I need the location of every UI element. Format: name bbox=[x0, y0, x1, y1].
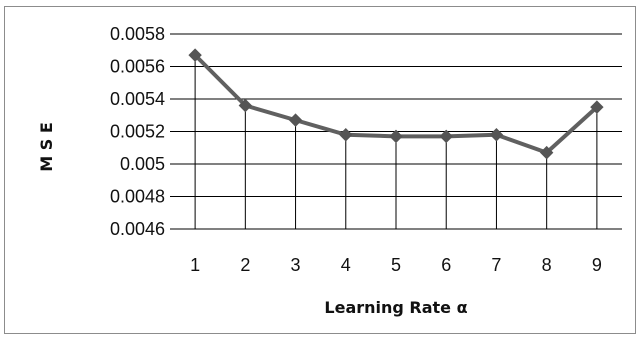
y-tick-labels: 0.0046 0.0048 0.005 0.0052 0.0054 0.0056 0.005… bbox=[110, 24, 165, 239]
y-tick-label: 0.0058 bbox=[110, 24, 165, 44]
x-tick-label: 5 bbox=[391, 255, 401, 275]
x-tick-label: 3 bbox=[291, 255, 301, 275]
x-tick-label: 9 bbox=[592, 255, 602, 275]
y-tick-label: 0.0048 bbox=[110, 187, 165, 207]
y-tick-label: 0.0046 bbox=[110, 219, 165, 239]
series-markers bbox=[188, 48, 604, 160]
data-point-marker bbox=[439, 129, 453, 144]
data-point-marker bbox=[539, 145, 554, 160]
data-point-marker bbox=[339, 128, 353, 142]
data-point-marker bbox=[389, 129, 403, 144]
data-point-marker bbox=[590, 100, 604, 114]
x-tick-label: 7 bbox=[491, 255, 501, 275]
data-point-marker bbox=[188, 48, 202, 62]
data-point-marker bbox=[238, 98, 253, 113]
y-axis-title: M S E bbox=[37, 122, 56, 172]
x-tick-label: 6 bbox=[441, 255, 451, 275]
x-axis-title: Learning Rate α bbox=[324, 298, 467, 317]
x-tick-label: 8 bbox=[542, 255, 552, 275]
y-tick-label: 0.005 bbox=[120, 154, 165, 174]
y-tick-label: 0.0054 bbox=[110, 89, 165, 109]
data-point-marker bbox=[489, 128, 504, 142]
chart-frame bbox=[4, 6, 636, 334]
data-point-marker bbox=[288, 113, 303, 127]
x-tick-label: 1 bbox=[190, 255, 200, 275]
y-tick-label: 0.0052 bbox=[110, 122, 165, 142]
x-tick-label: 2 bbox=[240, 255, 250, 275]
x-tick-label: 4 bbox=[341, 255, 351, 275]
x-tick-labels: 1 2 3 4 5 6 7 8 9 bbox=[190, 255, 602, 275]
y-tick-label: 0.0056 bbox=[110, 57, 165, 77]
drop-lines bbox=[194, 55, 598, 229]
